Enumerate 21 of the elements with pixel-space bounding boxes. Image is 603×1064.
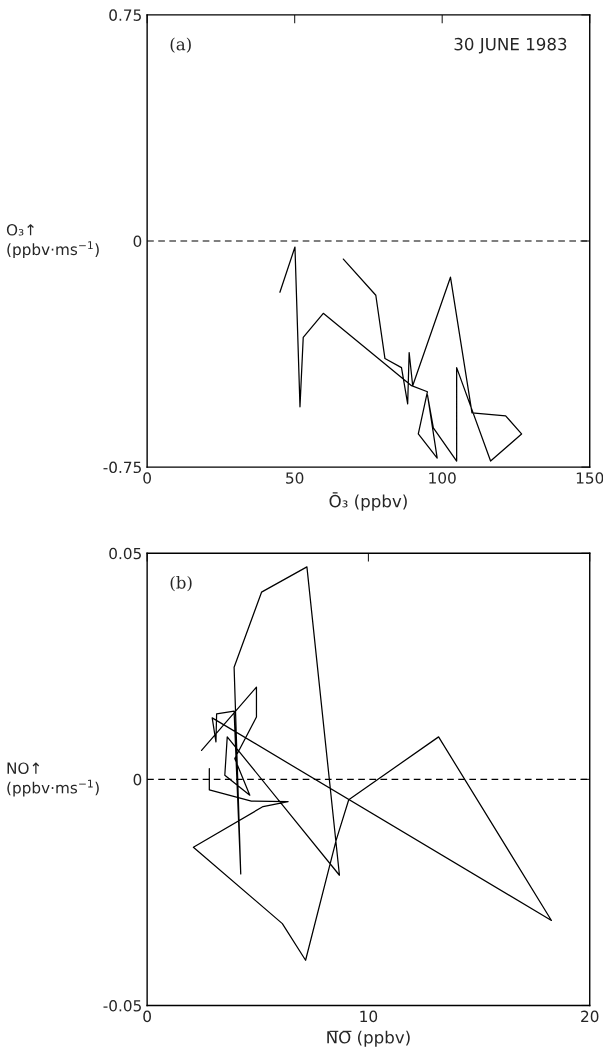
x-tick-label: 50 (286, 472, 304, 484)
y-tick-label: 0.75 (109, 9, 141, 21)
y-tick-label: -0.05 (103, 999, 141, 1012)
y-tick-label: 0 (133, 235, 142, 248)
annotation: (b) (170, 575, 192, 592)
y-axis-title: NO↑ (ppbv·ms$^{−1}$) (7, 762, 99, 797)
x-tick-label: 100 (429, 472, 456, 484)
y-tick-label: 0 (133, 773, 142, 786)
y-tick-label: -0.75 (103, 461, 141, 474)
x-tick-label: 0 (143, 472, 151, 484)
line-series (279, 246, 523, 462)
x-axis-title: Ō₃ (ppbv) (329, 492, 407, 511)
x-tick-label: 0 (143, 1010, 151, 1023)
annotation: (a) (170, 37, 191, 53)
x-axis-title: N̅O̅ (ppbv) (327, 1030, 410, 1047)
annotation: 30 JUNE 1983 (454, 37, 567, 54)
y-tick-label: 0.05 (109, 547, 141, 560)
x-tick-label: 150 (576, 472, 603, 484)
x-tick-label: 20 (581, 1010, 599, 1023)
x-tick-label: 10 (360, 1010, 378, 1023)
y-axis-title: O₃↑ (ppbv·ms$^{−1}$) (6, 224, 99, 259)
